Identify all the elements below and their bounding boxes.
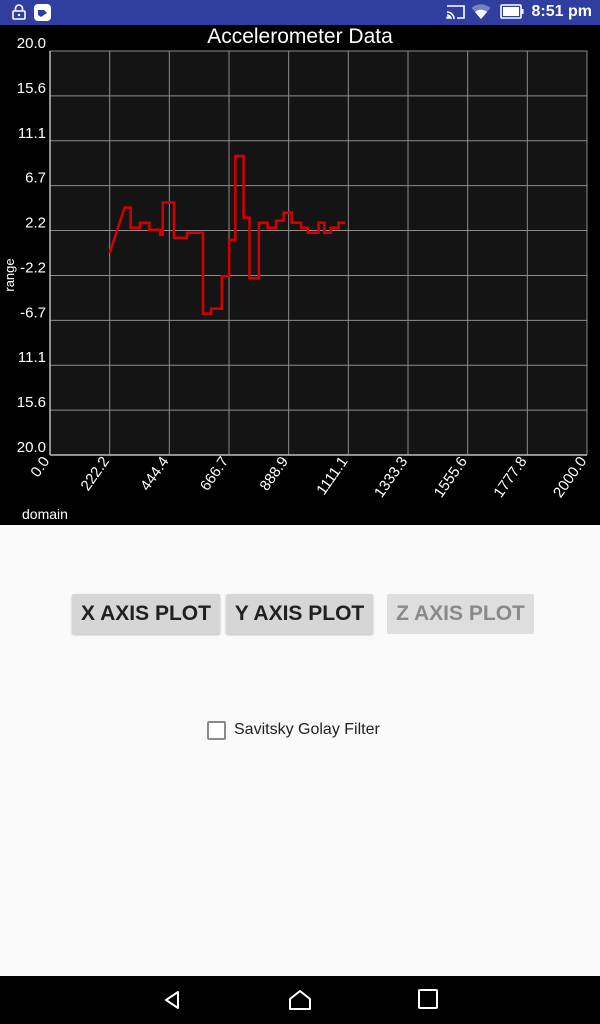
status-time: 8:51 pm xyxy=(531,3,592,20)
status-bar: 8:51 pm xyxy=(0,0,600,25)
plot-background xyxy=(50,51,587,455)
y-tick-label: 11.1 xyxy=(18,349,46,366)
y-tick-label: -6.7 xyxy=(20,304,46,321)
y-tick-label: 11.1 xyxy=(18,125,46,142)
x-tick-label: 1777.8 xyxy=(490,454,530,501)
x-tick-label: 2000.0 xyxy=(550,454,590,501)
battery-icon xyxy=(500,4,524,19)
x-axis-plot-button[interactable]: X AXIS PLOT xyxy=(72,594,220,634)
x-tick-label: 0.0 xyxy=(27,454,53,481)
y-axis-label: range xyxy=(2,258,17,291)
z-axis-plot-button: Z AXIS PLOT xyxy=(387,594,534,634)
savitsky-golay-filter-label[interactable]: Savitsky Golay Filter xyxy=(234,721,380,738)
y-tick-label: -2.2 xyxy=(20,259,46,276)
app-notification-icon xyxy=(34,4,51,21)
lock-icon xyxy=(12,4,26,20)
back-icon[interactable] xyxy=(160,988,184,1012)
data-series-line xyxy=(108,154,346,315)
x-tick-label: 222.2 xyxy=(77,454,112,495)
home-icon[interactable] xyxy=(287,988,313,1012)
y-tick-label: 15.6 xyxy=(17,80,46,97)
y-tick-label: 6.7 xyxy=(25,170,46,187)
y-tick-label: 15.6 xyxy=(17,394,46,411)
x-tick-label: 1111.1 xyxy=(313,454,351,499)
navigation-bar xyxy=(0,976,600,1024)
chart-panel: 20.0 15.6 11.1 6.7 2.2 -2.2 -6.7 11.1 15.6 20.0 0.… xyxy=(0,25,600,525)
x-tick-label: 444.4 xyxy=(137,454,172,495)
wifi-icon xyxy=(471,4,491,19)
accelerometer-chart: 20.015.611.16.72.2-2.2-6.711.115.620.00.… xyxy=(2,35,590,522)
y-tick-label: 20.0 xyxy=(17,35,46,52)
savitsky-golay-filter-row[interactable]: Savitsky Golay Filter xyxy=(207,719,380,741)
x-tick-label: 1333.3 xyxy=(371,454,411,501)
x-tick-label: 666.7 xyxy=(197,454,232,495)
y-tick-label: 20.0 xyxy=(17,439,46,456)
y-tick-label: 2.2 xyxy=(25,215,46,232)
savitsky-golay-filter-checkbox[interactable] xyxy=(207,720,226,740)
chart-title: Accelerometer Data xyxy=(207,25,393,48)
y-axis-plot-button[interactable]: Y AXIS PLOT xyxy=(226,594,373,634)
x-axis-label: domain xyxy=(22,506,68,522)
recents-icon[interactable] xyxy=(417,988,439,1010)
x-tick-label: 1555.6 xyxy=(431,454,471,501)
x-tick-label: 888.9 xyxy=(256,454,291,495)
cast-icon xyxy=(446,5,465,20)
